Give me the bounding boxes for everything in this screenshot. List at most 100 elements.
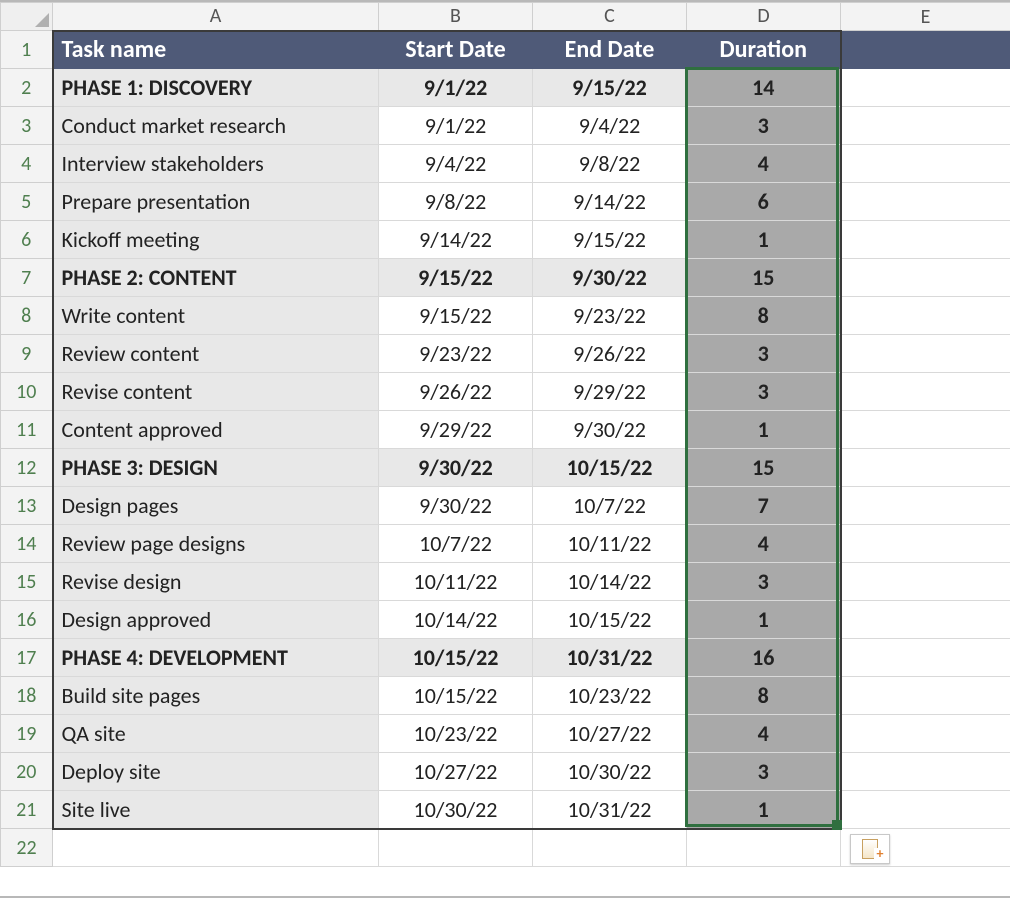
cell-task[interactable]: Deploy site [53,753,379,791]
row-header-1[interactable]: 1 [1,31,53,69]
row-header-14[interactable]: 14 [1,525,53,563]
cell-E10[interactable] [841,373,1010,411]
row-header-15[interactable]: 15 [1,563,53,601]
cell-start[interactable]: 10/15/22 [379,677,533,715]
cell-start[interactable]: 10/27/22 [379,753,533,791]
row-header-7[interactable]: 7 [1,259,53,297]
cell-start[interactable]: 9/30/22 [379,487,533,525]
cell-duration[interactable]: 15 [687,449,841,487]
cell-end[interactable]: 9/26/22 [533,335,687,373]
row-header-9[interactable]: 9 [1,335,53,373]
cell-A22[interactable] [53,829,379,867]
cell-end[interactable]: 9/15/22 [533,221,687,259]
cell-duration[interactable]: 16 [687,639,841,677]
col-header-E[interactable]: E [841,3,1010,31]
cell-duration[interactable]: 3 [687,753,841,791]
header-duration[interactable]: Duration [687,31,841,69]
cell-duration[interactable]: 3 [687,335,841,373]
cell-start[interactable]: 10/23/22 [379,715,533,753]
cell-end[interactable]: 10/14/22 [533,563,687,601]
cell-E14[interactable] [841,525,1010,563]
row-header-13[interactable]: 13 [1,487,53,525]
cell-task[interactable]: Review content [53,335,379,373]
cell-start[interactable]: 9/23/22 [379,335,533,373]
cell-task[interactable]: Write content [53,297,379,335]
cell-task[interactable]: Kickoff meeting [53,221,379,259]
row-header-22[interactable]: 22 [1,829,53,867]
cell-duration[interactable]: 1 [687,791,841,829]
cell-E15[interactable] [841,563,1010,601]
cell-B22[interactable] [379,829,533,867]
header-end-date[interactable]: End Date [533,31,687,69]
cell-E7[interactable] [841,259,1010,297]
cell-end[interactable]: 9/30/22 [533,259,687,297]
cell-task[interactable]: Build site pages [53,677,379,715]
cell-duration[interactable]: 3 [687,373,841,411]
cell-end[interactable]: 9/29/22 [533,373,687,411]
cell-C22[interactable] [533,829,687,867]
cell-duration[interactable]: 4 [687,145,841,183]
cell-start[interactable]: 10/15/22 [379,639,533,677]
cell-start[interactable]: 10/7/22 [379,525,533,563]
cell-end[interactable]: 10/23/22 [533,677,687,715]
cell-end[interactable]: 9/23/22 [533,297,687,335]
cell-E13[interactable] [841,487,1010,525]
row-header-10[interactable]: 10 [1,373,53,411]
row-header-19[interactable]: 19 [1,715,53,753]
row-header-18[interactable]: 18 [1,677,53,715]
cell-task[interactable]: Conduct market research [53,107,379,145]
col-header-C[interactable]: C [533,3,687,31]
cell-end[interactable]: 10/30/22 [533,753,687,791]
cell-E21[interactable] [841,791,1010,829]
cell-E5[interactable] [841,183,1010,221]
cell-start[interactable]: 10/14/22 [379,601,533,639]
cell-E19[interactable] [841,715,1010,753]
cell-duration[interactable]: 4 [687,715,841,753]
cell-task[interactable]: Review page designs [53,525,379,563]
cell-start[interactable]: 9/1/22 [379,69,533,107]
row-header-4[interactable]: 4 [1,145,53,183]
cell-start[interactable]: 9/1/22 [379,107,533,145]
col-header-A[interactable]: A [53,3,379,31]
row-header-2[interactable]: 2 [1,69,53,107]
cell-E17[interactable] [841,639,1010,677]
cell-task[interactable]: Design approved [53,601,379,639]
cell-end[interactable]: 10/15/22 [533,601,687,639]
spreadsheet-grid[interactable]: A B C D E 1 Task name Start Date End Dat… [0,2,1010,867]
cell-end[interactable]: 10/31/22 [533,791,687,829]
cell-E8[interactable] [841,297,1010,335]
cell-start[interactable]: 10/11/22 [379,563,533,601]
cell-duration[interactable]: 4 [687,525,841,563]
cell-start[interactable]: 10/30/22 [379,791,533,829]
cell-duration[interactable]: 1 [687,601,841,639]
cell-end[interactable]: 10/11/22 [533,525,687,563]
cell-duration[interactable]: 3 [687,563,841,601]
cell-E16[interactable] [841,601,1010,639]
cell-end[interactable]: 9/4/22 [533,107,687,145]
cell-task[interactable]: PHASE 2: CONTENT [53,259,379,297]
select-all-corner[interactable] [1,3,53,31]
cell-duration[interactable]: 8 [687,677,841,715]
cell-end[interactable]: 9/15/22 [533,69,687,107]
cell-D22[interactable] [687,829,841,867]
cell-task[interactable]: Site live [53,791,379,829]
cell-end[interactable]: 9/14/22 [533,183,687,221]
cell-end[interactable]: 10/27/22 [533,715,687,753]
cell-duration[interactable]: 1 [687,411,841,449]
cell-end[interactable]: 9/30/22 [533,411,687,449]
cell-duration[interactable]: 7 [687,487,841,525]
cell-E6[interactable] [841,221,1010,259]
row-header-6[interactable]: 6 [1,221,53,259]
cell-end[interactable]: 10/31/22 [533,639,687,677]
col-header-D[interactable]: D [687,3,841,31]
cell-end[interactable]: 9/8/22 [533,145,687,183]
cell-start[interactable]: 9/8/22 [379,183,533,221]
cell-duration[interactable]: 3 [687,107,841,145]
row-header-20[interactable]: 20 [1,753,53,791]
cell-E20[interactable] [841,753,1010,791]
row-header-8[interactable]: 8 [1,297,53,335]
col-header-B[interactable]: B [379,3,533,31]
cell-duration[interactable]: 1 [687,221,841,259]
cell-E11[interactable] [841,411,1010,449]
cell-start[interactable]: 9/29/22 [379,411,533,449]
